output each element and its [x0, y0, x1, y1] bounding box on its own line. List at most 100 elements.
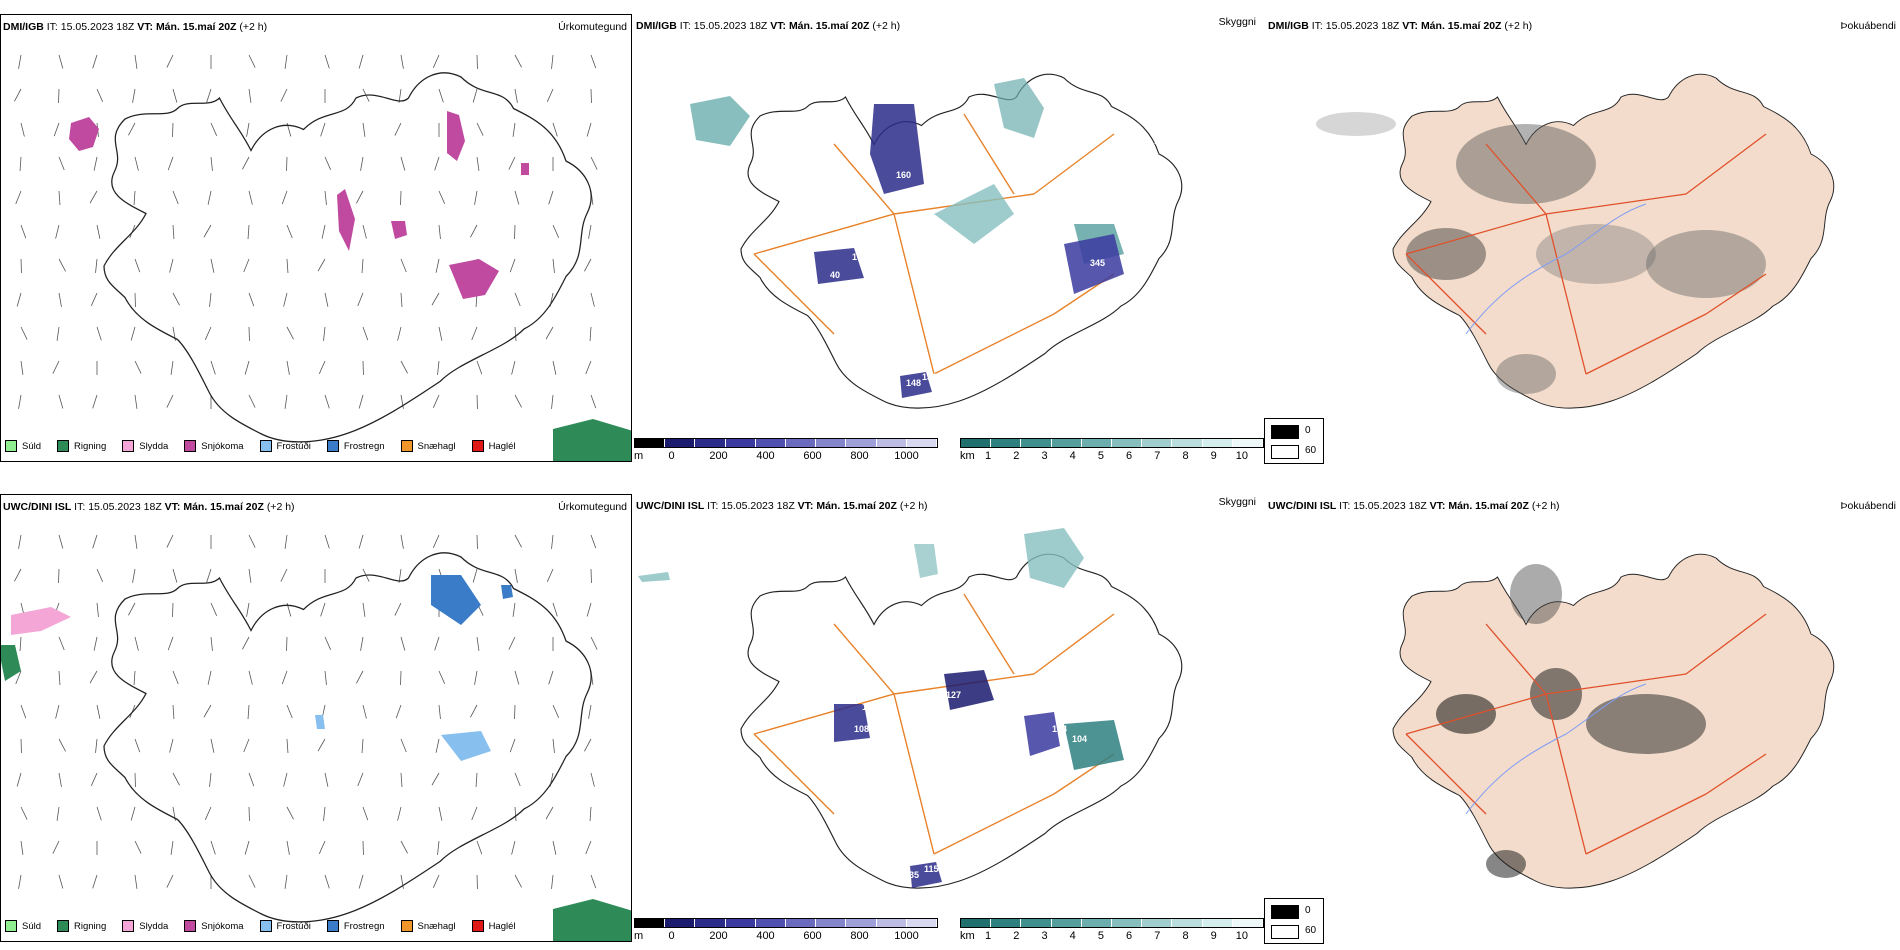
colorbar-swatch: [786, 919, 817, 927]
wind-barb: [52, 840, 60, 854]
wind-barb: [203, 704, 212, 718]
wind-barb: [508, 156, 516, 170]
wind-barb: [19, 636, 22, 651]
wind-barb: [286, 360, 290, 375]
wind-barb: [286, 258, 289, 273]
wind-barb: [18, 394, 22, 409]
road: [833, 143, 895, 215]
wind-barb: [134, 394, 138, 409]
colorbar-tick: 2: [1013, 450, 1020, 462]
colorbar-tick: 9: [1210, 450, 1217, 462]
wind-barb: [92, 54, 98, 69]
wind-barb: [324, 292, 329, 307]
wind-barb: [474, 190, 478, 205]
legend-swatch: [5, 920, 17, 932]
road: [1585, 793, 1707, 855]
iceland-outline: [103, 552, 592, 923]
wind-barb: [508, 636, 516, 650]
road: [1705, 753, 1767, 795]
colorbar-swatch: [846, 919, 877, 927]
road: [893, 213, 935, 375]
wind-barb: [96, 88, 104, 102]
wind-barb: [96, 568, 104, 582]
panel-header: DMI/IGB IT: 15.05.2023 18Z VT: Mán. 15.m…: [3, 21, 268, 33]
wind-barb: [132, 568, 136, 583]
fog-legend: 0 60: [1264, 418, 1324, 464]
wind-barb: [552, 704, 560, 718]
colorbar-tick: 4: [1069, 450, 1076, 462]
colorbar-swatch: [1232, 919, 1264, 927]
colorbar-tick: 3: [1041, 930, 1048, 942]
wind-barb: [509, 258, 516, 273]
fog-legend-swatch: [1271, 925, 1299, 939]
wind-barb: [545, 806, 554, 820]
wind-barb: [394, 602, 402, 616]
legend-swatch: [184, 920, 197, 932]
wind-barb: [167, 156, 174, 171]
wind-barb: [589, 806, 592, 821]
wind-barb: [324, 772, 329, 787]
colorbar-swatch: [1051, 919, 1082, 927]
cloud-base-label: 345: [1090, 258, 1105, 268]
wind-barb: [514, 874, 522, 888]
wind-barb: [431, 292, 440, 306]
wind-barb: [56, 326, 60, 341]
wind-barb: [210, 122, 218, 136]
legend-swatch: [57, 440, 70, 452]
wind-barb: [400, 534, 404, 549]
wind-barb: [472, 568, 478, 583]
wind-barb: [324, 190, 327, 205]
colorbar-tick: 400: [756, 930, 775, 942]
colorbar-tick: 1: [985, 930, 992, 942]
wind-barb: [435, 738, 440, 753]
legend-label: Snjókoma: [201, 920, 244, 932]
colorbar-tick: 4: [1069, 930, 1076, 942]
fog-legend-swatch: [1271, 905, 1299, 919]
iceland-outline: [103, 72, 592, 443]
wind-barb: [210, 738, 215, 753]
wind-barb: [58, 738, 66, 752]
wind-barb: [58, 772, 62, 787]
wind-barb: [397, 806, 402, 821]
wind-barb: [358, 534, 364, 549]
wind-barb: [20, 840, 24, 855]
wind-barb: [248, 772, 255, 787]
wind-barb: [93, 156, 98, 171]
panel-title: Þokuábendi: [1840, 500, 1896, 512]
wind-barb: [130, 806, 136, 821]
wind-barb: [551, 874, 554, 889]
cloud-base-label: 45: [934, 186, 944, 196]
wind-barb: [134, 258, 141, 273]
wind-barb: [210, 258, 215, 273]
wind-barb: [551, 394, 554, 409]
wind-barb: [475, 772, 478, 787]
colorbar-swatch: [1232, 439, 1264, 447]
wind-barb: [438, 88, 444, 103]
colorbar-swatch: [1202, 439, 1233, 447]
wind-barb: [20, 806, 28, 820]
wind-barb: [248, 88, 252, 103]
road: [933, 313, 1055, 375]
colorbar-swatch: [961, 919, 992, 927]
wind-barb: [128, 122, 136, 136]
fog-shading: [1436, 564, 1706, 878]
wind-barb: [324, 636, 332, 650]
colorbar-swatch: [1142, 439, 1173, 447]
wind-barb: [509, 738, 516, 753]
wind-barb: [400, 360, 408, 374]
colorbar-tick: 10: [1235, 450, 1249, 462]
colorbar-tick: 10: [1235, 930, 1249, 942]
wind-barb: [96, 806, 102, 821]
fog-panel: DMI/IGB IT: 15.05.2023 18Z VT: Mán. 15.m…: [1266, 14, 1900, 462]
panel-header: DMI/IGB IT: 15.05.2023 18Z VT: Mán. 15.m…: [636, 20, 901, 32]
wind-barb: [169, 258, 174, 273]
fog-legend-swatch: [1271, 425, 1299, 439]
colorbar-tick: 8: [1182, 450, 1189, 462]
wind-barb: [134, 534, 138, 549]
precip-type-panel: UWC/DINI ISL IT: 15.05.2023 18Z VT: Mán.…: [0, 494, 632, 942]
wind-barb: [89, 190, 98, 204]
wind-barb: [56, 806, 60, 821]
wind-barb: [514, 806, 517, 821]
colorbar-swatch: [1112, 439, 1143, 447]
